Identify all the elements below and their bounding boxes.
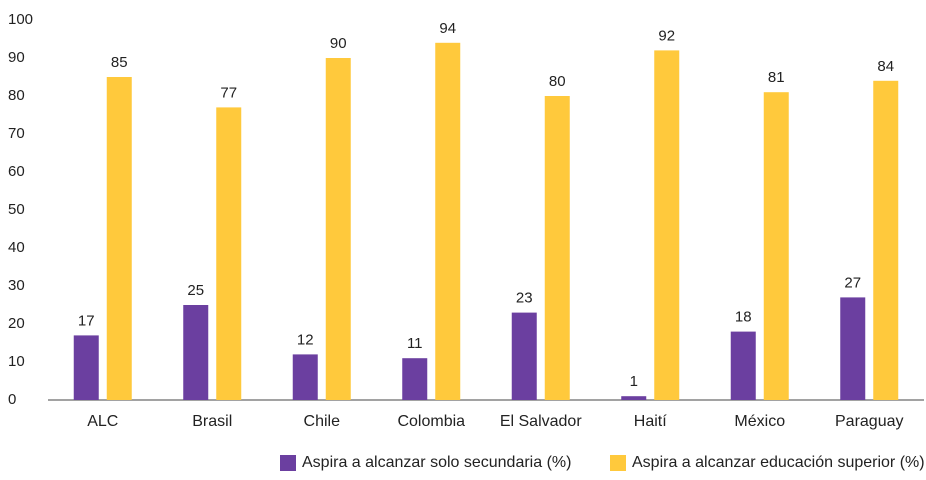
y-tick-label: 60 [8,163,25,180]
bar [621,396,647,400]
data-label: 94 [439,20,456,37]
x-tick-label: Paraguay [835,413,904,430]
y-tick-label: 50 [8,201,25,218]
y-tick-label: 80 [8,87,25,104]
bar [511,312,537,400]
bar [402,358,428,400]
data-label: 23 [516,290,533,307]
data-label: 27 [844,274,861,291]
x-tick-label: Colombia [397,413,465,430]
bar [730,331,756,400]
data-label: 90 [330,35,347,52]
data-label: 84 [877,58,894,75]
data-label: 80 [549,73,566,90]
y-tick-label: 0 [8,391,16,408]
data-label: 12 [297,331,314,348]
bar [435,42,461,401]
x-tick-label: Chile [304,413,341,430]
y-tick-label: 100 [8,11,33,28]
data-label: 11 [407,335,423,352]
data-label: 92 [658,27,675,44]
legend-label: Aspira a alcanzar solo secundaria (%) [302,454,571,471]
legend-swatch [610,455,626,471]
data-label: 25 [187,282,204,299]
x-tick-label: ALC [87,413,118,430]
x-tick-label: Brasil [192,413,232,430]
data-label: 77 [220,84,237,101]
y-tick-label: 20 [8,315,25,332]
y-tick-label: 90 [8,49,25,66]
bar [216,107,242,401]
bar [840,297,866,400]
y-tick-label: 10 [8,353,25,370]
bar [544,96,570,400]
y-tick-label: 40 [8,239,25,256]
x-tick-label: México [734,413,785,430]
legend-swatch [280,455,296,471]
x-tick-label: Haití [634,413,667,430]
bar [73,335,99,400]
data-label: 85 [111,54,128,71]
bar [106,77,132,400]
bar [654,50,680,401]
bar [325,58,351,400]
bar [873,80,899,401]
legend-label: Aspira a alcanzar educación superior (%) [632,454,925,471]
bar [292,354,318,400]
data-label: 18 [735,309,752,326]
y-tick-label: 70 [8,125,25,142]
data-label: 17 [78,312,95,329]
x-tick-label: El Salvador [500,413,582,430]
y-tick-label: 30 [8,277,25,294]
data-label: 81 [768,69,785,86]
bar [183,305,209,400]
data-label: 1 [630,373,638,390]
bar [763,92,789,400]
